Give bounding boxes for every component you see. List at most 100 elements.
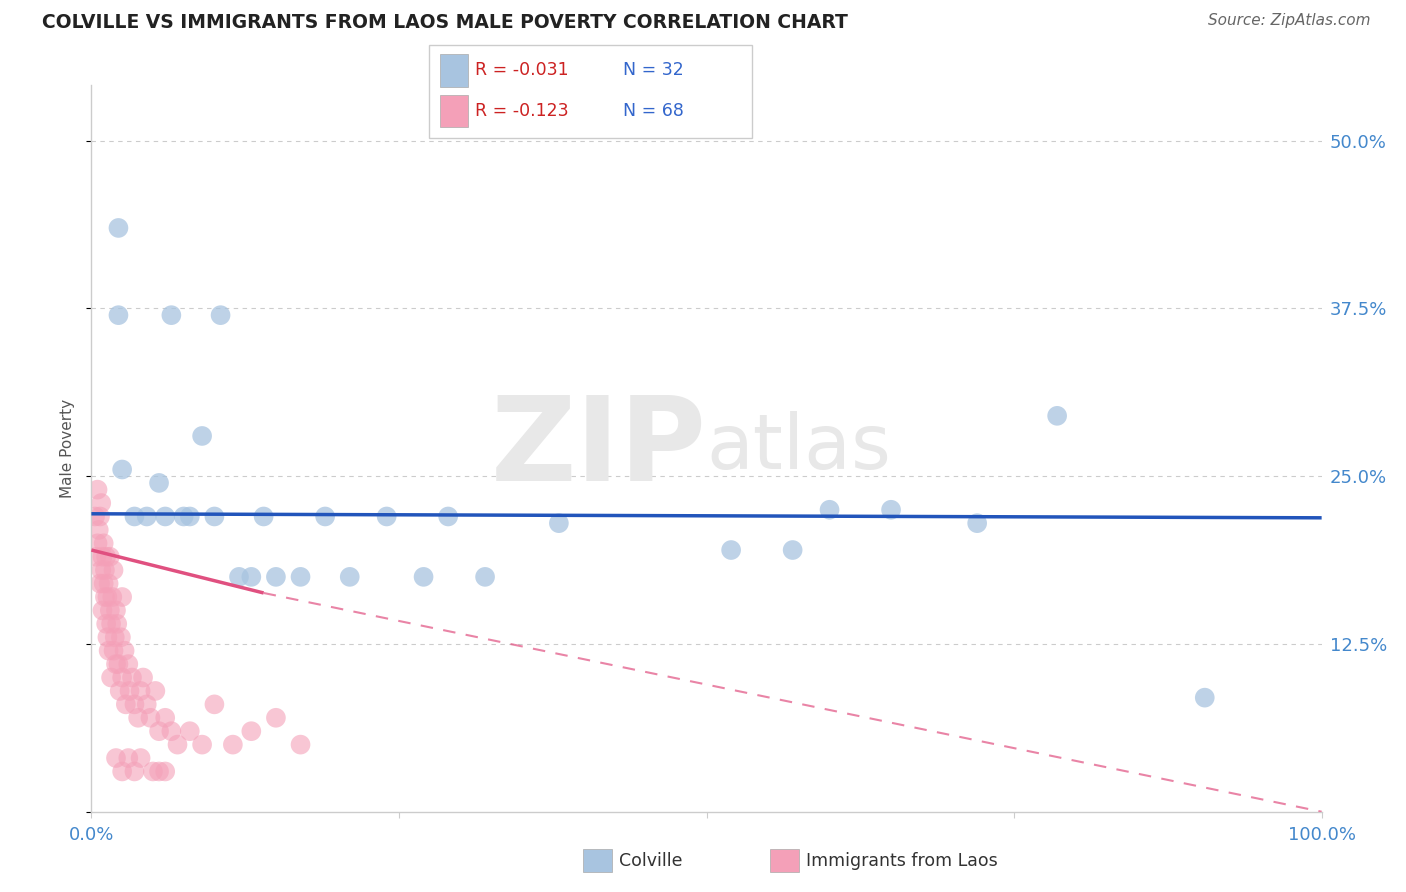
Point (100, 616, 122, 631)
Point (103, 563, 125, 577)
Point (98, 549, 121, 564)
Point (202, 509, 225, 524)
Point (111, 462, 134, 476)
Point (135, 509, 157, 524)
Point (880, 502, 903, 516)
Point (228, 570, 250, 584)
Point (160, 308, 183, 322)
Point (114, 643, 136, 657)
Point (153, 764, 177, 779)
Point (97, 643, 120, 657)
Point (547, 516, 569, 531)
Point (1046, 409, 1069, 423)
Text: Source: ZipAtlas.com: Source: ZipAtlas.com (1208, 13, 1371, 29)
Point (290, 738, 312, 752)
Point (142, 764, 165, 779)
Point (100, 671, 122, 685)
Text: atlas: atlas (706, 411, 891, 485)
Point (437, 509, 460, 524)
Point (105, 657, 127, 672)
Point (202, 698, 225, 712)
Point (160, 724, 183, 739)
Point (191, 429, 214, 443)
Point (105, 751, 127, 765)
Text: Immigrants from Laos: Immigrants from Laos (806, 852, 997, 870)
Text: COLVILLE VS IMMIGRANTS FROM LAOS MALE POVERTY CORRELATION CHART: COLVILLE VS IMMIGRANTS FROM LAOS MALE PO… (42, 13, 848, 32)
Point (375, 509, 398, 524)
Point (818, 502, 841, 516)
Point (117, 657, 139, 672)
Point (127, 711, 149, 725)
Point (86, 483, 108, 497)
Point (90, 496, 112, 510)
Point (111, 671, 134, 685)
Point (148, 724, 170, 739)
Point (290, 570, 312, 584)
Point (96, 616, 117, 631)
Point (339, 570, 361, 584)
Point (101, 590, 124, 604)
Point (135, 698, 157, 712)
Point (118, 684, 141, 698)
Point (107, 221, 129, 235)
Point (93, 536, 115, 550)
Point (114, 698, 138, 712)
Point (209, 308, 232, 322)
Y-axis label: Male Poverty: Male Poverty (60, 399, 76, 498)
Point (153, 509, 177, 524)
Point (314, 509, 336, 524)
Text: R = -0.123: R = -0.123 (475, 102, 569, 120)
Point (720, 543, 742, 558)
Point (86, 549, 108, 564)
Point (86, 536, 108, 550)
Point (264, 570, 287, 584)
Point (148, 764, 170, 779)
Point (179, 724, 201, 739)
Point (105, 616, 128, 631)
Point (782, 543, 804, 558)
Point (110, 630, 132, 644)
Point (97, 576, 120, 591)
Point (107, 308, 129, 322)
Point (240, 724, 263, 739)
Point (108, 684, 131, 698)
Point (222, 738, 245, 752)
Point (91, 549, 114, 564)
Point (179, 509, 201, 524)
Point (129, 684, 152, 698)
Point (191, 738, 214, 752)
Point (84, 509, 107, 524)
Point (121, 671, 143, 685)
Point (104, 630, 127, 644)
Point (240, 570, 263, 584)
Point (124, 698, 146, 712)
Point (1194, 690, 1216, 705)
Point (264, 711, 287, 725)
Point (105, 603, 127, 617)
Point (96, 630, 118, 644)
Point (966, 516, 988, 531)
Point (124, 509, 146, 524)
Point (111, 764, 134, 779)
Point (91, 603, 114, 617)
Point (96, 549, 117, 564)
Point (103, 643, 125, 657)
Text: N = 68: N = 68 (623, 102, 683, 120)
Point (89, 576, 111, 591)
Point (111, 590, 134, 604)
Point (124, 764, 146, 779)
Point (94, 590, 117, 604)
Point (94, 563, 117, 577)
Point (90, 563, 112, 577)
Point (87, 523, 110, 537)
Point (132, 671, 155, 685)
Point (139, 711, 162, 725)
Point (117, 751, 139, 765)
Text: R = -0.031: R = -0.031 (475, 62, 569, 79)
Point (173, 509, 195, 524)
Point (412, 570, 434, 584)
Point (148, 475, 170, 490)
Point (98, 603, 121, 617)
Point (96, 590, 118, 604)
Text: ZIP: ZIP (491, 391, 706, 506)
